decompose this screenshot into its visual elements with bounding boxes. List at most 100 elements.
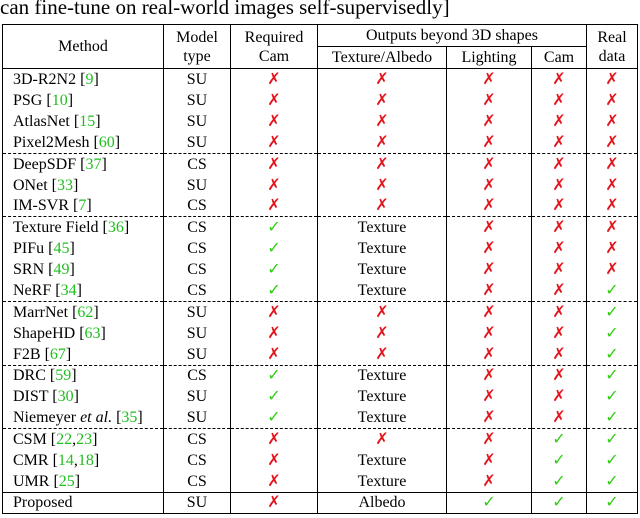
cam-cell: ✗ <box>531 343 587 366</box>
method-cell: PIFu [45] <box>13 240 75 258</box>
method-cell: DRC [59] <box>2 364 164 387</box>
texture-cell: ✗ <box>317 195 447 217</box>
lighting-cell: ✗ <box>446 322 532 344</box>
table-row: PSG [10] SU ✗ ✗ ✗ ✗ ✗ <box>3 89 638 111</box>
texture-cell: Texture <box>317 386 447 408</box>
table-row: UMR [25] CS ✗ Texture ✗ ✓ ✓ <box>3 471 638 493</box>
lighting-cell: ✗ <box>446 152 532 175</box>
lighting-cell: ✗ <box>446 471 532 493</box>
table-row: CMR [14,18] CS ✗ Texture ✗ ✓ ✓ <box>3 449 638 472</box>
required-cam-cell: ✓ <box>230 216 318 238</box>
lighting-cell: ✗ <box>446 280 532 302</box>
model-type-cell: SU <box>163 343 231 366</box>
lighting-cell: ✗ <box>446 343 532 366</box>
table-header: Method Model type Required Cam Outputs bey… <box>2 24 638 69</box>
caption: can fine-tune on real-world images self-… <box>0 0 450 19</box>
real-data-cell: ✗ <box>586 259 638 281</box>
required-cam-cell: ✗ <box>230 428 318 450</box>
lighting-cell: ✗ <box>446 301 532 323</box>
header-method: Method <box>2 24 164 69</box>
header-text: data <box>598 47 626 65</box>
method-cell: MarrNet [62] <box>2 301 164 323</box>
method-cell: NeRF [34] <box>13 282 82 300</box>
texture-cell: Albedo <box>317 491 447 514</box>
texture-cell: Texture <box>317 407 447 429</box>
model-type-cell: CS <box>163 216 231 238</box>
method-cell: F2B [67] <box>13 345 72 363</box>
model-type-cell: CS <box>163 259 231 281</box>
header-required-cam: Required Cam <box>230 24 318 69</box>
cam-cell: ✗ <box>531 301 587 323</box>
real-data-cell: ✓ <box>586 343 638 366</box>
lighting-cell: ✗ <box>446 132 532 154</box>
row-group: MarrNet [62] SU ✗ ✗ ✗ ✗ ✓ ShapeHD [63] SU ✗ ✗ ✗ ✗ ✓ F2… <box>2 301 638 366</box>
lighting-cell: ✗ <box>446 216 532 238</box>
real-data-cell: ✗ <box>586 238 638 260</box>
model-type-cell: CS <box>163 449 231 472</box>
model-type-cell: SU <box>163 301 231 323</box>
required-cam-cell: ✗ <box>230 89 318 111</box>
method-cell: 3D-R2N2 [9] <box>13 70 99 88</box>
real-data-cell: ✗ <box>586 132 638 154</box>
method-cell: ShapeHD [63] <box>13 324 106 342</box>
required-cam-cell: ✗ <box>230 322 318 344</box>
model-type-cell: CS <box>163 152 231 175</box>
texture-cell: ✗ <box>317 68 447 90</box>
real-data-cell: ✗ <box>586 174 638 196</box>
required-cam-cell: ✗ <box>230 110 318 133</box>
required-cam-cell: ✗ <box>230 301 318 323</box>
cam-cell: ✗ <box>531 132 587 154</box>
cam-cell: ✗ <box>531 152 587 175</box>
cam-cell: ✗ <box>531 216 587 238</box>
lighting-cell: ✗ <box>446 449 532 472</box>
row-group: CSM [22,23] CS ✗ ✗ ✗ ✓ ✓ CMR [14,18] CS ✗ Texture ✗… <box>2 428 638 493</box>
texture-cell: Texture <box>317 259 447 281</box>
lighting-cell: ✗ <box>446 364 532 387</box>
texture-cell: ✗ <box>317 322 447 344</box>
row-group: DeepSDF [37] CS ✗ ✗ ✗ ✗ ✗ ONet [33] SU ✗ ✗ ✗ ✗ ✗ IM-SV… <box>2 152 638 217</box>
method-cell: CMR [14,18] <box>13 451 100 469</box>
texture-cell: ✗ <box>317 89 447 111</box>
cam-cell: ✗ <box>531 174 587 196</box>
required-cam-cell: ✓ <box>230 364 318 387</box>
method-cell: Niemeyer et al. [35] <box>13 409 143 427</box>
required-cam-cell: ✓ <box>230 386 318 408</box>
texture-cell: ✗ <box>317 110 447 133</box>
header-cam: Cam <box>531 46 587 69</box>
model-type-cell: SU <box>163 491 231 514</box>
comparison-table: Method Model type Required Cam Outputs bey… <box>2 24 638 514</box>
cam-cell: ✗ <box>531 280 587 302</box>
header-text: type <box>183 47 211 65</box>
texture-cell: ✗ <box>317 301 447 323</box>
table-row: Proposed SU ✗ Albedo ✓ ✓ ✓ <box>2 491 638 514</box>
cam-cell: ✗ <box>531 364 587 387</box>
real-data-cell: ✗ <box>586 110 638 133</box>
texture-cell: ✗ <box>317 174 447 196</box>
real-data-cell: ✓ <box>586 428 638 450</box>
real-data-cell: ✗ <box>586 195 638 217</box>
header-text: Required <box>244 28 304 46</box>
cam-cell: ✓ <box>531 471 587 493</box>
required-cam-cell: ✗ <box>230 132 318 154</box>
lighting-cell: ✗ <box>446 89 532 111</box>
method-cell: Pixel2Mesh [60] <box>13 133 121 151</box>
texture-cell: Texture <box>317 364 447 387</box>
table-row: DRC [59] CS ✓ Texture ✗ ✗ ✓ <box>2 364 638 387</box>
lighting-cell: ✗ <box>446 259 532 281</box>
table-row: Texture Field [36] CS ✓ Texture ✗ ✗ ✗ <box>2 216 638 238</box>
table-row: PIFu [45] CS ✓ Texture ✗ ✗ ✗ <box>3 238 638 260</box>
table-row: MarrNet [62] SU ✗ ✗ ✗ ✗ ✓ <box>2 301 638 323</box>
row-group: DRC [59] CS ✓ Texture ✗ ✗ ✓ DIST [30] SU ✓ Texture… <box>2 364 638 429</box>
cam-cell: ✗ <box>531 386 587 408</box>
required-cam-cell: ✗ <box>230 152 318 175</box>
row-group: Texture Field [36] CS ✓ Texture ✗ ✗ ✗ PIFu [45]… <box>2 216 638 302</box>
cam-cell: ✓ <box>531 428 587 450</box>
method-cell: UMR [25] <box>13 472 81 490</box>
cam-cell: ✓ <box>531 491 587 514</box>
model-type-cell: CS <box>163 195 231 217</box>
texture-cell: ✗ <box>317 152 447 175</box>
model-type-cell: SU <box>163 68 231 90</box>
real-data-cell: ✗ <box>586 89 638 111</box>
header-lighting: Lighting <box>446 46 532 69</box>
real-data-cell: ✓ <box>586 322 638 344</box>
